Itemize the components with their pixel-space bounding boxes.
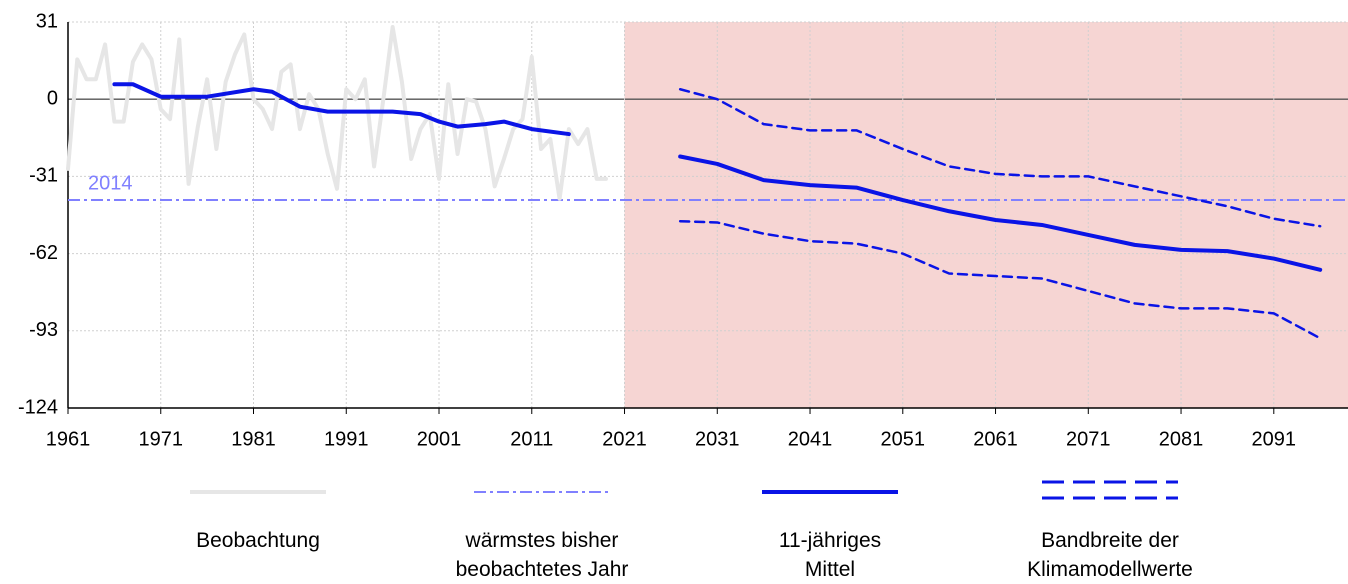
chart: 31 0 -31 -62 -93 -124 1961 1971 1981 1991 2001 2011… <box>18 10 1348 450</box>
x-tick-label: 1971 <box>139 428 184 450</box>
legend-swatch <box>762 490 898 494</box>
x-tick-label: 2031 <box>695 428 740 450</box>
x-tick-label: 2041 <box>788 428 833 450</box>
x-tick-label: 2001 <box>417 428 462 450</box>
x-tick-label: 1961 <box>46 428 91 450</box>
y-tick-label: 31 <box>36 10 58 32</box>
legend-swatch <box>1042 480 1178 500</box>
y-tick-label: -124 <box>18 396 58 418</box>
legend-item: wärmstes bisher beobachtetes Jahr <box>412 470 672 584</box>
x-tick-label: 2021 <box>602 428 647 450</box>
legend-label: Beobachtung <box>196 529 320 552</box>
legend: Beobachtung wärmstes bisher beobachtetes … <box>0 470 1348 581</box>
y-tick-label: 0 <box>47 87 58 109</box>
legend-item: Bandbreite der Klimamodellwerte <box>980 470 1240 584</box>
x-tick-label: 1991 <box>324 428 369 450</box>
y-tick-label: -93 <box>29 319 58 341</box>
x-tick-label: 1981 <box>231 428 276 450</box>
x-tick-label: 2081 <box>1159 428 1204 450</box>
x-tick-label: 2061 <box>973 428 1018 450</box>
legend-label: 11-jähriges Mittel <box>778 529 882 581</box>
y-tick-label: -31 <box>29 165 58 187</box>
reference-label: 2014 <box>88 172 133 194</box>
projection-area <box>624 22 1348 408</box>
series-line <box>112 82 571 137</box>
legend-label: wärmstes bisher beobachtetes Jahr <box>455 529 629 581</box>
legend-label: Bandbreite der Klimamodellwerte <box>1027 529 1193 581</box>
series-line <box>678 154 1323 272</box>
x-tick-label: 2051 <box>881 428 926 450</box>
legend-swatch <box>474 491 610 493</box>
y-tick-label: -62 <box>29 242 58 264</box>
x-tick-label: 2011 <box>510 428 553 450</box>
legend-item: Beobachtung <box>128 470 388 555</box>
legend-item: 11-jähriges Mittel <box>700 470 960 584</box>
series-line <box>678 219 1322 340</box>
x-tick-label: 2091 <box>1252 428 1297 450</box>
x-tick-label: 2071 <box>1066 428 1111 450</box>
legend-swatch <box>190 490 326 494</box>
series-line <box>678 87 1322 228</box>
